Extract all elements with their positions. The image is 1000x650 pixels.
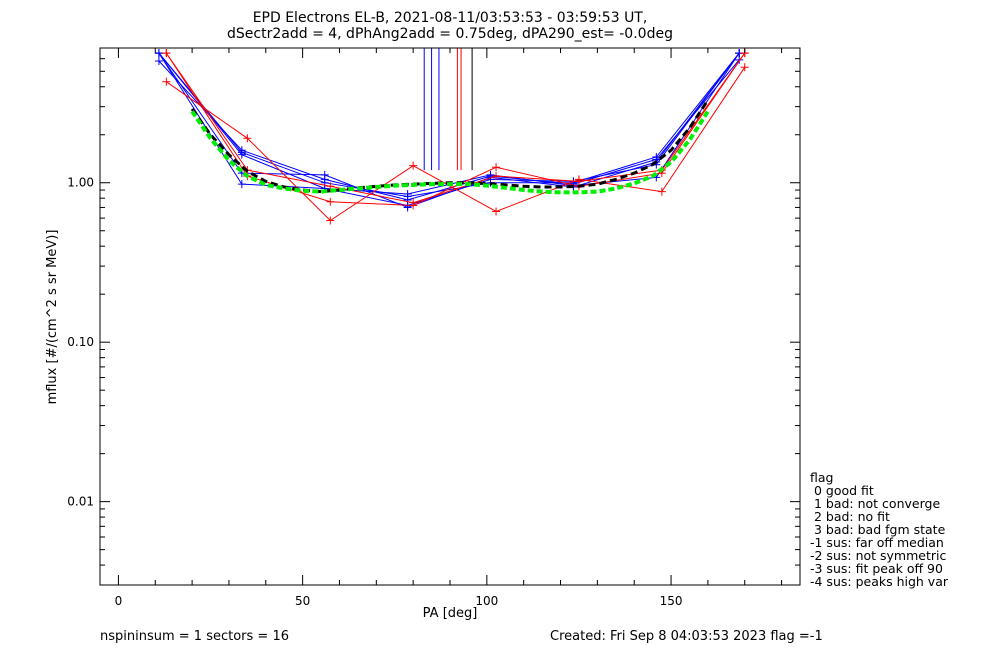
series-2-point-1 <box>237 180 246 189</box>
flag-legend: flag 0 good fit 1 bad: not converge 2 ba… <box>810 470 949 589</box>
footer-created-info: Created: Fri Sep 8 04:03:53 2023 flag =-… <box>550 629 823 644</box>
series-4-point-3 <box>403 192 412 201</box>
series-5-point-2 <box>326 216 335 225</box>
series-5-point-1 <box>243 134 252 143</box>
series-5-point-7 <box>740 63 749 72</box>
legend-line-1: 0 good fit <box>810 483 874 498</box>
series-3-point-2 <box>320 170 329 179</box>
x-tick-label-150: 150 <box>660 594 683 608</box>
series-line-5 <box>166 67 746 222</box>
legend-line-6: -2 sus: not symmetric <box>810 548 946 563</box>
x-tick-label-0: 0 <box>115 594 123 608</box>
legend-line-7: -3 sus: fit peak off 90 <box>810 561 943 576</box>
series-6-point-2 <box>326 197 335 206</box>
series-7-point-5 <box>574 177 583 186</box>
series-0-point-7 <box>735 55 744 64</box>
legend-line-0: flag <box>810 470 833 485</box>
series-6-point-4 <box>492 163 501 172</box>
series-4-point-0 <box>154 49 163 58</box>
legend-line-2: 1 bad: not converge <box>810 496 940 511</box>
legend-line-4: 3 bad: bad fgm state <box>810 522 946 537</box>
series-line-3 <box>158 52 740 208</box>
series-line-0 <box>158 59 740 201</box>
series-4-point-6 <box>652 153 661 162</box>
x-axis-label: PA [deg] <box>423 606 478 621</box>
plot-area <box>154 48 749 225</box>
footer-sector-info: nspininsum = 1 sectors = 16 <box>100 629 289 644</box>
y-tick-label-2: 1.00 <box>67 176 94 190</box>
series-5-point-4 <box>492 207 501 216</box>
chart-title-line2: dSectr2add = 4, dPhAng2add = 0.75deg, dP… <box>227 26 673 42</box>
y-tick-label-0: 0.01 <box>67 495 94 509</box>
legend-line-5: -1 sus: far off median <box>810 535 944 550</box>
fit-curve-green <box>190 110 710 195</box>
x-tick-label-50: 50 <box>295 594 310 608</box>
series-5-point-6 <box>657 187 666 196</box>
series-7-point-0 <box>162 49 171 58</box>
y-tick-label-1: 0.10 <box>67 335 94 349</box>
series-line-4 <box>158 52 740 198</box>
chart-title-line1: EPD Electrons EL-B, 2021-08-11/03:53:53 … <box>253 10 648 26</box>
y-axis-label: mflux [#/(cm^2 s sr MeV)] <box>45 230 60 405</box>
x-tick-label-100: 100 <box>475 594 498 608</box>
series-line-7 <box>165 52 746 204</box>
series-7-point-4 <box>492 172 501 181</box>
data-layer <box>154 48 749 225</box>
axes-layer: 0 50 100 150 0.01 0.10 1.00 <box>67 47 800 608</box>
legend-line-8: -4 sus: peaks high var <box>810 574 949 589</box>
series-5-point-0 <box>162 77 171 86</box>
series-0-point-0 <box>154 57 163 66</box>
series-4-point-1 <box>237 148 246 157</box>
series-5-point-3 <box>409 161 418 170</box>
series-7-point-3 <box>409 198 418 207</box>
legend-line-3: 2 bad: no fit <box>810 509 890 524</box>
